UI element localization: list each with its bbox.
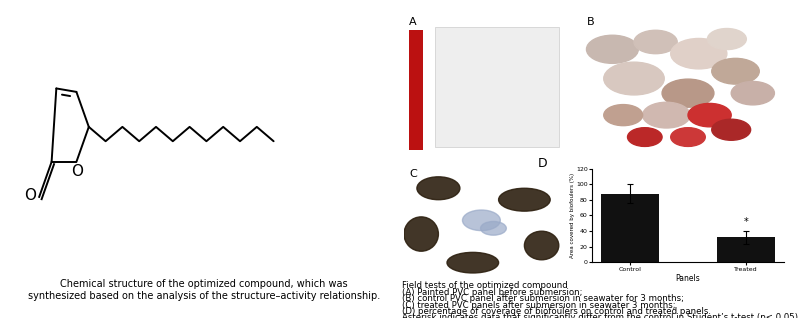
Ellipse shape <box>586 35 638 63</box>
Ellipse shape <box>662 79 714 107</box>
Ellipse shape <box>447 252 498 273</box>
Ellipse shape <box>604 62 664 95</box>
X-axis label: Panels: Panels <box>676 274 700 283</box>
Ellipse shape <box>604 105 642 126</box>
Ellipse shape <box>462 210 500 231</box>
Text: *: * <box>744 217 749 227</box>
Text: B: B <box>586 17 594 27</box>
Y-axis label: Area covered by biofoulers (%): Area covered by biofoulers (%) <box>570 173 574 258</box>
Text: Field tests of the optimized compound: Field tests of the optimized compound <box>402 281 567 290</box>
Text: (D) percentage of coverage of biofoulers on control and treated panels.: (D) percentage of coverage of biofoulers… <box>402 307 710 316</box>
Ellipse shape <box>525 231 559 260</box>
Text: (B) control PVC panel after submersion in seawater for 3 months;: (B) control PVC panel after submersion i… <box>402 294 683 303</box>
Ellipse shape <box>404 217 438 251</box>
Ellipse shape <box>712 119 750 140</box>
Ellipse shape <box>642 102 690 128</box>
Text: O: O <box>71 163 83 178</box>
Ellipse shape <box>634 30 677 54</box>
Bar <box>409 30 423 150</box>
Ellipse shape <box>481 221 506 235</box>
Ellipse shape <box>670 128 706 146</box>
Ellipse shape <box>731 81 774 105</box>
Text: Asterisk indicates data that significantly differ from the control in Student’s : Asterisk indicates data that significant… <box>402 314 800 318</box>
Ellipse shape <box>707 29 746 50</box>
Ellipse shape <box>712 59 759 84</box>
Text: (C) treated PVC panels after submersion in seawater 3 months;: (C) treated PVC panels after submersion … <box>402 301 675 310</box>
Ellipse shape <box>498 188 550 211</box>
Ellipse shape <box>627 128 662 146</box>
Ellipse shape <box>688 103 731 127</box>
Text: C: C <box>409 169 417 179</box>
Ellipse shape <box>670 38 727 69</box>
Text: D: D <box>538 157 548 170</box>
Text: A: A <box>409 17 417 27</box>
Bar <box>601 194 659 262</box>
Text: (A) Painted PVC panel before submersion;: (A) Painted PVC panel before submersion; <box>402 288 582 297</box>
Text: Chemical structure of the optimized compound, which was
synthesized based on the: Chemical structure of the optimized comp… <box>28 279 380 301</box>
Ellipse shape <box>417 177 460 200</box>
Bar <box>717 237 775 262</box>
Text: O: O <box>25 188 37 203</box>
Bar <box>435 27 558 147</box>
